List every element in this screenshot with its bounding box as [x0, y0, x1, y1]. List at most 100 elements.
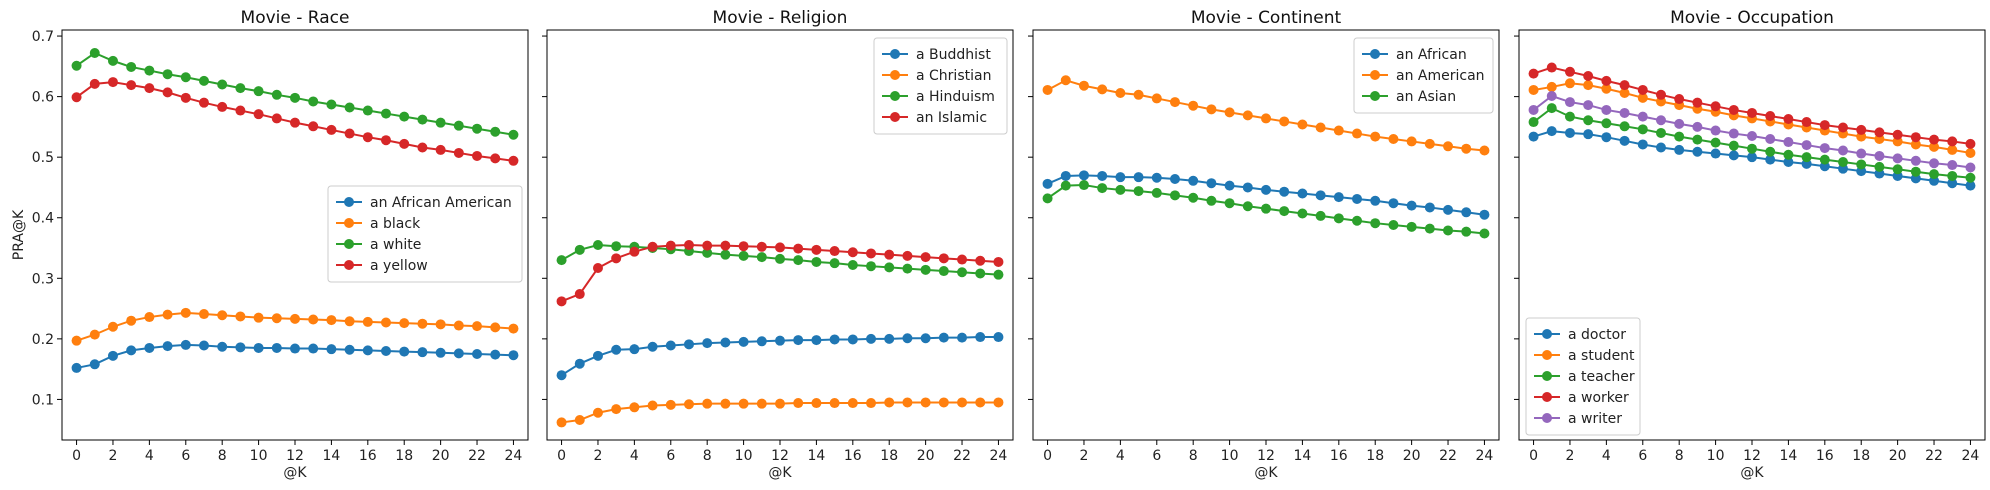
data-point: [271, 313, 282, 324]
data-point: [1333, 213, 1344, 224]
data-point: [1564, 127, 1575, 138]
x-tick-label: 16: [359, 448, 377, 464]
data-point: [362, 105, 373, 116]
data-point: [611, 404, 622, 415]
x-tick-label: 6: [1638, 448, 1647, 464]
data-point: [611, 241, 622, 252]
data-point: [1765, 110, 1776, 121]
data-point: [993, 332, 1004, 343]
data-point: [938, 397, 949, 408]
data-point: [1838, 157, 1849, 168]
data-point: [1783, 149, 1794, 160]
data-point: [665, 240, 676, 251]
data-point: [629, 246, 640, 257]
x-tick-label: 4: [145, 448, 154, 464]
data-point: [866, 398, 877, 409]
data-point: [1910, 139, 1921, 150]
data-point: [920, 252, 931, 263]
data-point: [162, 87, 173, 98]
data-point: [217, 310, 228, 321]
x-tick-label: 2: [1566, 448, 1575, 464]
data-point: [1601, 75, 1612, 86]
data-point: [1169, 173, 1180, 184]
x-tick-label: 22: [953, 448, 971, 464]
data-point: [1910, 166, 1921, 177]
x-tick-label: 20: [432, 448, 450, 464]
data-point: [1151, 187, 1162, 198]
series-2: [1528, 78, 1976, 158]
data-point: [574, 244, 585, 255]
x-tick-label: 20: [1889, 448, 1907, 464]
data-point: [1819, 143, 1830, 154]
data-point: [829, 246, 840, 257]
x-axis-label: @K: [768, 465, 792, 481]
legend-marker: [1542, 413, 1552, 423]
data-point: [1352, 215, 1363, 226]
data-point: [884, 262, 895, 273]
data-point: [1801, 140, 1812, 151]
x-tick-label: 8: [218, 448, 227, 464]
data-point: [362, 316, 373, 327]
data-point: [271, 113, 282, 124]
data-point: [1424, 202, 1435, 213]
data-point: [574, 358, 585, 369]
data-point: [180, 72, 191, 83]
legend-label: a yellow: [370, 258, 428, 274]
data-point: [1874, 127, 1885, 138]
data-point: [180, 339, 191, 350]
data-point: [290, 343, 300, 354]
data-point: [1546, 103, 1557, 114]
data-point: [793, 398, 804, 409]
legend-label: an African: [1396, 47, 1467, 63]
data-point: [1528, 131, 1539, 142]
data-point: [1947, 178, 1958, 189]
data-point: [1546, 81, 1557, 92]
data-point: [1601, 132, 1612, 143]
data-point: [1443, 204, 1454, 215]
series-3: [71, 48, 519, 140]
data-point: [1619, 87, 1630, 98]
data-point: [1133, 89, 1144, 100]
x-tick-label: 8: [1189, 448, 1198, 464]
data-point: [920, 264, 931, 275]
data-point: [1674, 144, 1685, 155]
series-1: [1042, 170, 1490, 220]
data-point: [180, 92, 191, 103]
data-point: [1929, 158, 1940, 169]
data-point: [435, 347, 446, 358]
data-point: [326, 315, 337, 326]
panel-title: Movie - Race: [241, 8, 350, 28]
data-point: [326, 124, 337, 135]
legend: an African American a black a white a yello…: [327, 185, 523, 283]
data-point: [592, 350, 603, 361]
data-point: [1479, 209, 1490, 220]
legend-marker: [890, 49, 900, 59]
x-tick-label: 12: [286, 448, 304, 464]
legend-label: an American: [1396, 68, 1485, 84]
data-point: [1279, 186, 1290, 197]
data-point: [1297, 208, 1308, 219]
data-point: [399, 318, 410, 329]
data-point: [1315, 190, 1326, 201]
data-point: [938, 332, 949, 343]
data-point: [775, 398, 785, 409]
data-point: [1528, 117, 1539, 128]
x-tick-label: 18: [1852, 448, 1870, 464]
x-tick-label: 8: [1675, 448, 1684, 464]
data-point: [107, 55, 118, 66]
data-point: [1352, 193, 1363, 204]
data-point: [490, 349, 501, 360]
x-tick-label: 14: [322, 448, 340, 464]
data-point: [235, 311, 246, 322]
data-point: [829, 334, 840, 345]
data-point: [647, 341, 658, 352]
data-point: [1728, 150, 1739, 161]
data-point: [1078, 180, 1089, 191]
data-point: [1242, 182, 1253, 193]
data-point: [829, 398, 840, 409]
data-point: [611, 253, 622, 264]
legend-label: a Hinduism: [916, 89, 995, 105]
x-tick-label: 4: [630, 448, 639, 464]
